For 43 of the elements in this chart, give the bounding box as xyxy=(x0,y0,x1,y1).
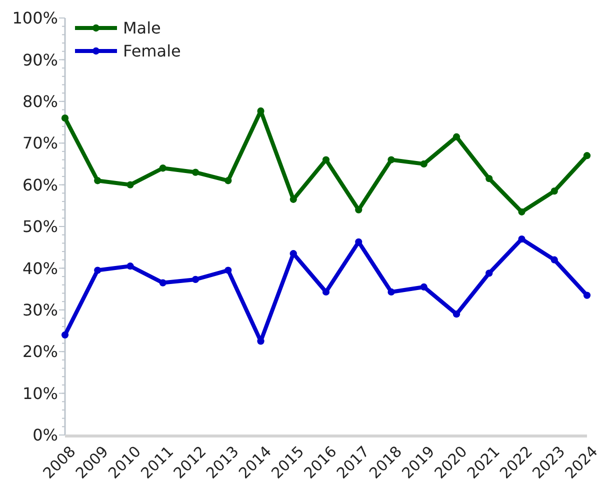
y-tick-label: 40% xyxy=(22,258,58,278)
point xyxy=(322,288,330,296)
point xyxy=(486,174,493,182)
y-tick-label: 60% xyxy=(22,175,58,194)
point xyxy=(94,177,102,184)
point xyxy=(388,288,395,296)
point xyxy=(224,177,232,184)
point xyxy=(550,187,558,195)
point xyxy=(452,310,460,318)
point xyxy=(224,266,232,274)
y-tick-label: 100% xyxy=(12,8,58,28)
y-tick-label: 50% xyxy=(22,217,58,236)
point xyxy=(388,156,395,164)
point xyxy=(518,235,526,243)
point xyxy=(420,160,428,168)
point xyxy=(126,181,134,188)
point xyxy=(583,292,591,299)
point xyxy=(583,152,591,160)
y-tick-label: 30% xyxy=(22,300,58,320)
y-tick-label: 0% xyxy=(32,426,58,445)
point xyxy=(452,133,460,140)
point xyxy=(61,114,69,122)
y-tick-label: 20% xyxy=(22,342,58,362)
point xyxy=(420,283,428,291)
y-tick-label: 80% xyxy=(22,92,58,111)
point xyxy=(486,270,493,277)
y-tick-label: 90% xyxy=(22,50,58,70)
legend-label: Male xyxy=(123,18,161,38)
legend-label: Female xyxy=(123,42,181,61)
point xyxy=(61,331,69,338)
y-tick-label: 10% xyxy=(22,384,58,403)
point xyxy=(126,262,134,270)
point xyxy=(192,168,200,176)
point xyxy=(257,338,264,345)
point xyxy=(159,164,166,172)
point xyxy=(159,279,166,286)
point xyxy=(550,256,558,264)
point xyxy=(355,206,362,214)
point xyxy=(322,156,330,164)
point xyxy=(94,266,102,274)
point xyxy=(192,276,200,284)
point xyxy=(518,208,526,216)
y-tick-label: 70% xyxy=(22,134,58,153)
